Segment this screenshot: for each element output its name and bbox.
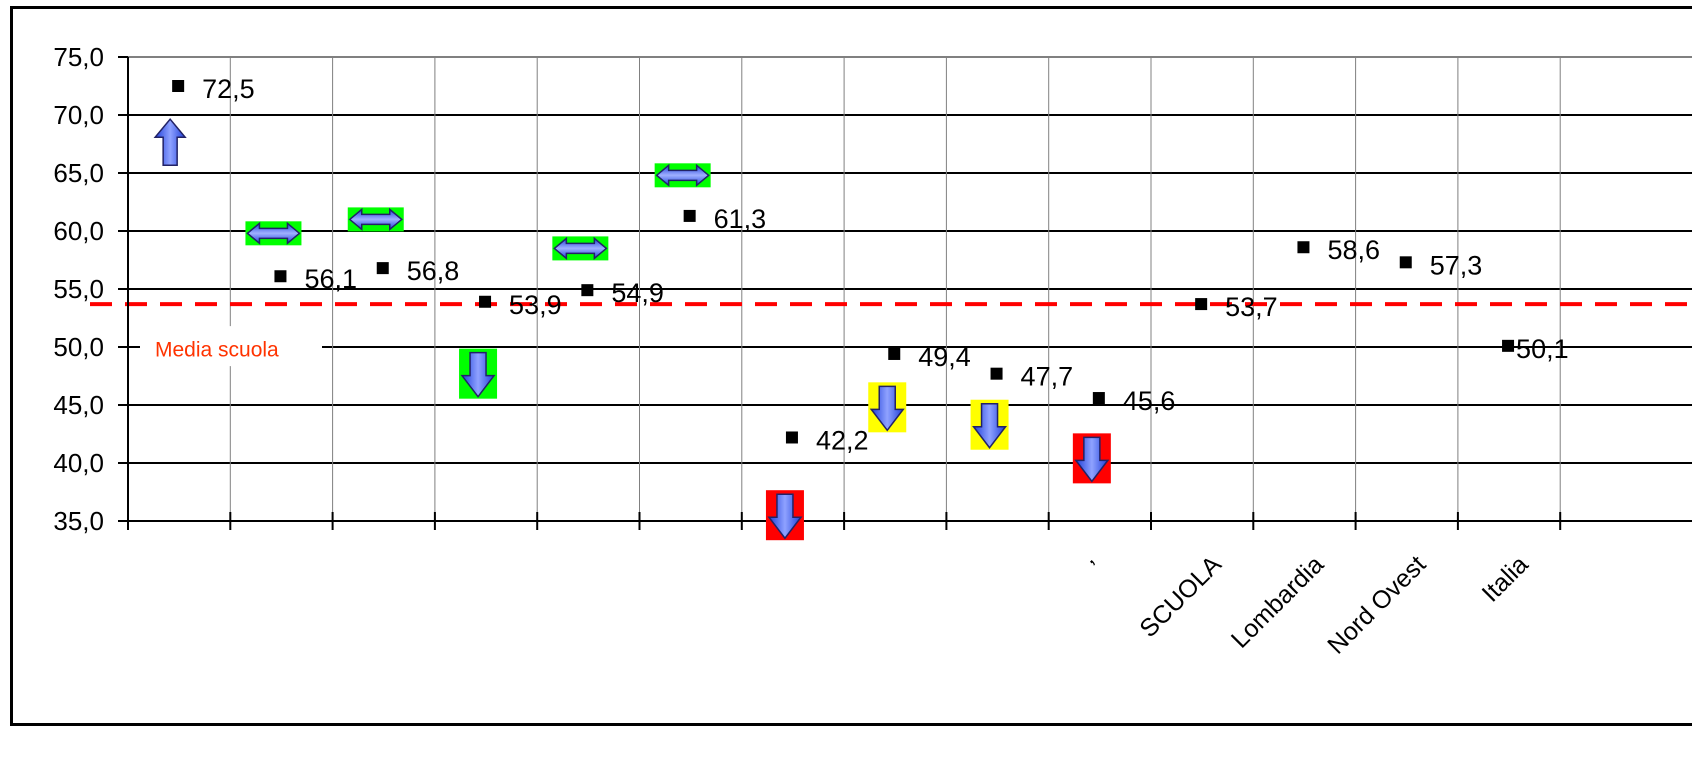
data-point: [683, 209, 696, 222]
data-label: 54,9: [611, 278, 664, 308]
y-tick-label: 65,0: [53, 158, 104, 188]
grid-layer: [128, 56, 1692, 521]
trend-indicator: [552, 236, 609, 261]
indicator-layer: [153, 118, 1111, 541]
trend-indicator: [765, 490, 804, 541]
data-label: 45,6: [1123, 386, 1176, 416]
data-point: [1297, 241, 1310, 254]
data-point: [376, 262, 389, 275]
y-tick-label: 45,0: [53, 390, 104, 420]
data-point: [479, 295, 492, 308]
data-point: [888, 347, 901, 360]
data-label: 53,9: [509, 290, 562, 320]
data-label: 61,3: [714, 204, 767, 234]
data-point: [274, 270, 287, 283]
trend-indicator: [654, 163, 711, 188]
data-point: [581, 284, 594, 297]
data-label: 49,4: [918, 342, 971, 372]
down-arrow-icon: [460, 351, 496, 398]
up-arrow-icon: [153, 118, 187, 166]
data-label: 53,7: [1225, 292, 1278, 322]
trend-indicator: [459, 348, 498, 399]
down-arrow-icon: [767, 493, 803, 540]
trend-indicator: [153, 118, 187, 166]
data-point: [1092, 392, 1105, 405]
data-point: [1399, 256, 1412, 269]
y-tick-label: 50,0: [53, 332, 104, 362]
x-category-label: Italia: [1477, 550, 1534, 607]
data-point: [1195, 298, 1208, 311]
down-arrow-icon: [972, 402, 1008, 449]
reference-label-bg: [140, 326, 322, 367]
x-category-label-partial: ’: [1085, 555, 1109, 579]
data-label: 56,1: [304, 264, 357, 294]
data-point: [990, 367, 1003, 380]
down-arrow-icon: [869, 385, 905, 432]
data-label: 57,3: [1430, 250, 1483, 280]
y-tick-label: 70,0: [53, 100, 104, 130]
trend-indicator: [245, 221, 302, 246]
y-tick-label: 60,0: [53, 216, 104, 246]
left-right-arrow-icon: [348, 207, 403, 232]
data-label: 50,1: [1516, 334, 1569, 364]
data-label: 56,8: [407, 256, 460, 286]
y-tick-label: 35,0: [53, 506, 104, 536]
x-category-label: SCUOLA: [1134, 550, 1227, 643]
data-label: 42,2: [816, 425, 869, 455]
data-label: 47,7: [1021, 362, 1074, 392]
trend-indicator: [970, 399, 1009, 450]
data-point: [172, 80, 185, 92]
trend-indicator: [868, 382, 907, 433]
left-right-arrow-icon: [553, 236, 608, 261]
left-right-arrow-icon: [246, 221, 301, 245]
reference-label: Media scuola: [155, 338, 279, 361]
data-point: [1502, 339, 1515, 352]
y-tick-label: 40,0: [53, 448, 104, 478]
reference-layer: Media scuola: [90, 302, 1692, 367]
x-category-label: Nord Ovest: [1322, 550, 1431, 659]
trend-indicator: [347, 207, 404, 232]
left-right-arrow-icon: [655, 163, 710, 187]
y-tick-label: 55,0: [53, 274, 104, 304]
x-category-label: Lombardia: [1226, 550, 1329, 653]
data-label: 58,6: [1327, 235, 1380, 265]
data-label: 72,5: [202, 74, 255, 104]
point-layer: 72,5 56,1 56,8 53,9 54,9 61,3 42,2 49,4 47,7 45,6…: [172, 74, 1569, 455]
trend-indicator: [1072, 433, 1111, 484]
data-point: [785, 431, 798, 444]
y-tick-label: 75,0: [53, 42, 104, 72]
down-arrow-icon: [1074, 436, 1110, 483]
